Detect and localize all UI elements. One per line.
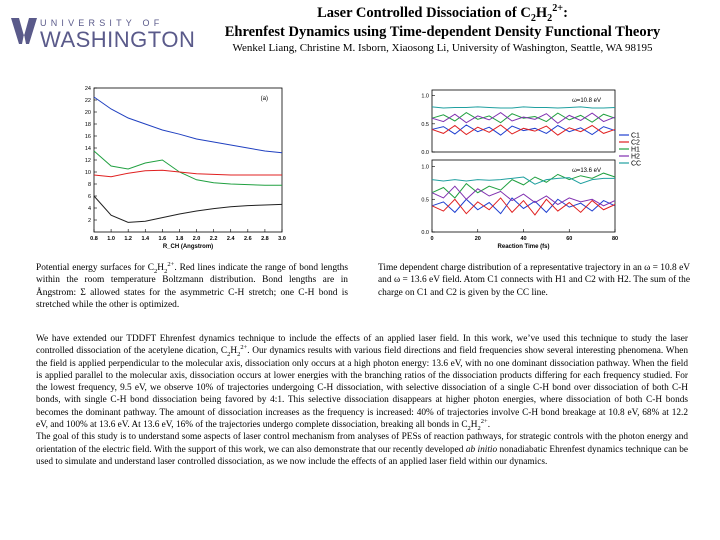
authors: Wenkel Liang, Christine M. Isborn, Xiaos… [232, 42, 653, 54]
x-tick-label: 1.4 [141, 236, 150, 242]
series-line [431, 124, 616, 136]
series-line [93, 96, 283, 154]
series-line [431, 172, 616, 199]
annotation: ω=10.8 eV [572, 98, 601, 104]
y-tick-label: 1.0 [421, 94, 429, 100]
x-tick-label: 1.8 [176, 236, 184, 242]
y-tick-label: 0.5 [421, 122, 429, 128]
y-tick-label: 22 [85, 98, 91, 104]
legend-label: C2 [631, 140, 640, 147]
y-tick-label: 18 [85, 122, 91, 128]
x-tick-label: 3.0 [278, 236, 286, 242]
y-tick-label: 12 [85, 158, 91, 164]
y-tick-label: 24 [85, 86, 91, 92]
series-line [431, 185, 616, 207]
x-tick-label: 20 [475, 236, 481, 242]
y-tick-label: 0.5 [421, 197, 429, 203]
logo-text: UNIVERSITY OF [40, 18, 164, 28]
series-line [93, 195, 283, 223]
legend-label: CC [631, 161, 641, 168]
logo-text: WASHINGTON [40, 27, 196, 52]
caption: Potential energy surfaces for C2H22+. Re… [36, 260, 348, 311]
y-tick-label: 4 [88, 206, 91, 212]
annotation: ω=13.6 eV [572, 168, 601, 174]
x-tick-label: 2.2 [210, 236, 218, 242]
caption: Time dependent charge distribution of a … [378, 263, 690, 298]
legend-label: H1 [631, 147, 640, 154]
x-tick-label: 2.8 [261, 236, 269, 242]
y-tick-label: 8 [88, 182, 91, 188]
title: Laser Controlled Dissociation of C2H22+:… [224, 3, 661, 40]
x-tick-label: 2.0 [193, 236, 201, 242]
subtitle: Ehrenfest Dynamics using Time-dependent … [224, 24, 661, 40]
y-tick-label: 20 [85, 110, 91, 116]
series-line [431, 197, 616, 215]
series-line [431, 124, 616, 136]
x-tick-label: 1.2 [124, 236, 132, 242]
series-line [431, 176, 615, 185]
x-tick-label: 0.8 [90, 236, 98, 242]
y-tick-label: 16 [85, 134, 91, 140]
axes-frame [93, 87, 283, 233]
series-line [431, 106, 616, 109]
y-tick-label: 0.0 [421, 150, 429, 156]
x-tick-label: 60 [566, 236, 572, 242]
x-axis-label: Reaction Time (fs) [498, 244, 550, 250]
series-line [431, 197, 616, 216]
y-tick-label: 0.0 [421, 230, 429, 236]
legend-label: C1 [631, 133, 640, 140]
annotation: (a) [261, 96, 268, 102]
y-tick-label: 1.0 [421, 165, 429, 171]
x-axis-label: R_CH (Angstrom) [163, 244, 213, 250]
x-tick-label: 1.6 [159, 236, 167, 242]
x-tick-label: 2.4 [227, 236, 236, 242]
y-tick-label: 6 [88, 194, 91, 200]
x-tick-label: 40 [520, 236, 526, 242]
y-tick-label: 10 [85, 170, 91, 176]
series-line [431, 111, 616, 124]
logo-icon [11, 18, 37, 44]
series-line [93, 150, 282, 186]
axes-frame [431, 89, 616, 153]
paragraph: We have extended our TDDFT Ehrenfest dyn… [36, 334, 688, 432]
paragraph: The goal of this study is to understand … [36, 432, 688, 467]
body-text: We have extended our TDDFT Ehrenfest dyn… [36, 333, 688, 468]
legend-label: H2 [631, 154, 640, 161]
series-line [93, 169, 282, 178]
x-tick-label: 1.0 [107, 236, 115, 242]
x-tick-label: 80 [612, 236, 618, 242]
x-tick-label: 0 [430, 236, 433, 242]
y-tick-label: 14 [85, 146, 91, 152]
y-tick-label: 2 [88, 218, 91, 224]
x-tick-label: 2.6 [244, 236, 252, 242]
